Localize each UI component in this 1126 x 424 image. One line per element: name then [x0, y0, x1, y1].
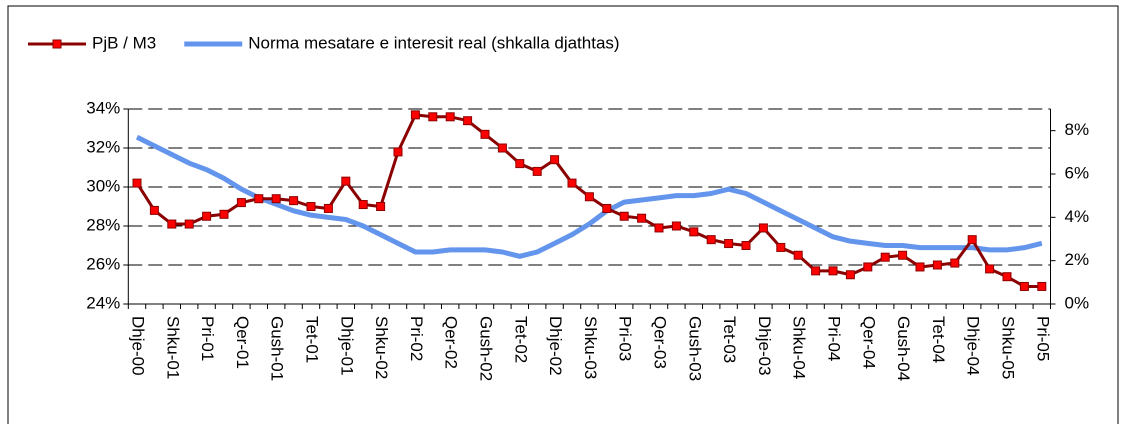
- series-line: [135, 134, 1043, 259]
- marker: [915, 262, 925, 272]
- x-tick-label: Qer-01: [233, 316, 252, 369]
- marker: [637, 213, 647, 223]
- marker: [167, 219, 177, 229]
- x-tick-label: Gush-01: [268, 316, 287, 381]
- x-tick-label: Shku-02: [372, 316, 391, 379]
- marker: [236, 198, 246, 208]
- marker: [428, 112, 438, 122]
- marker: [758, 223, 768, 233]
- y-tick-label: 24%: [86, 293, 120, 312]
- marker: [410, 110, 420, 120]
- marker: [202, 211, 212, 221]
- marker: [132, 178, 142, 188]
- marker: [497, 143, 507, 153]
- chart-frame: [7, 5, 1119, 424]
- marker: [254, 194, 264, 204]
- marker: [445, 112, 455, 122]
- marker: [289, 196, 299, 206]
- x-tick-label: Dhje-01: [337, 316, 356, 376]
- y-tick-label: 32%: [86, 137, 120, 156]
- x-tick-label: Pri-05: [1033, 316, 1052, 361]
- marker: [619, 211, 629, 221]
- marker: [845, 270, 855, 280]
- legend-label: Norma mesatare e interesit real (shkalla…: [248, 33, 619, 52]
- marker: [584, 192, 594, 202]
- marker: [463, 116, 473, 126]
- x-tick-label: Qer-02: [442, 316, 461, 369]
- marker: [515, 159, 525, 169]
- x-tick-label: Shku-01: [163, 316, 182, 379]
- marker: [724, 239, 734, 249]
- y2-tick-label: 6%: [1065, 163, 1090, 182]
- marker: [689, 227, 699, 237]
- x-tick-label: Tet-01: [303, 316, 322, 363]
- x-tick-label: Dhje-04: [964, 316, 983, 376]
- x-tick-label: Dhje-02: [546, 316, 565, 376]
- marker: [654, 223, 664, 233]
- x-tick-label: Dhje-03: [755, 316, 774, 376]
- y-tick-label: 34%: [86, 98, 120, 117]
- marker: [898, 250, 908, 260]
- marker: [358, 200, 368, 210]
- legend-label: PjB / M3: [92, 33, 156, 52]
- x-tick-label: Gush-04: [894, 316, 913, 381]
- x-tick-label: Dhje-00: [129, 316, 148, 376]
- marker: [671, 221, 681, 231]
- marker: [828, 266, 838, 276]
- marker: [1037, 281, 1047, 291]
- y2-tick-label: 0%: [1065, 293, 1090, 312]
- y-tick-label: 26%: [86, 254, 120, 273]
- marker: [985, 264, 995, 274]
- marker: [532, 166, 542, 176]
- marker: [323, 203, 333, 213]
- marker: [706, 235, 716, 245]
- marker: [811, 266, 821, 276]
- marker: [376, 202, 386, 211]
- x-tick-label: Shku-05: [999, 316, 1018, 379]
- y-tick-label: 28%: [86, 215, 120, 234]
- marker: [602, 203, 612, 213]
- marker: [863, 262, 873, 272]
- x-tick-label: Gush-02: [477, 316, 496, 381]
- marker: [271, 194, 281, 204]
- marker: [480, 129, 490, 139]
- x-tick-label: Tet-02: [511, 316, 530, 363]
- y2-tick-label: 4%: [1065, 207, 1090, 226]
- y2-tick-label: 2%: [1065, 250, 1090, 269]
- marker: [741, 241, 751, 250]
- x-tick-label: Pri-03: [616, 316, 635, 361]
- x-tick-label: Pri-01: [198, 316, 217, 361]
- x-tick-label: Shku-03: [581, 316, 600, 379]
- x-tick-label: Pri-04: [825, 316, 844, 361]
- marker: [184, 219, 194, 229]
- x-tick-label: Tet-03: [720, 316, 739, 363]
- x-tick-label: Gush-03: [685, 316, 704, 381]
- marker: [567, 178, 577, 188]
- marker: [776, 242, 786, 252]
- marker: [880, 252, 890, 262]
- legend-marker: [52, 39, 62, 49]
- x-tick-label: Shku-04: [790, 316, 809, 379]
- y-tick-label: 30%: [86, 176, 120, 195]
- y2-tick-label: 8%: [1065, 120, 1090, 139]
- marker: [550, 155, 560, 165]
- marker: [149, 205, 159, 215]
- marker: [341, 176, 351, 186]
- marker: [932, 260, 942, 270]
- x-tick-label: Qer-03: [651, 316, 670, 369]
- marker: [1019, 281, 1029, 291]
- marker: [1002, 272, 1012, 282]
- marker: [393, 147, 403, 157]
- x-tick-label: Pri-02: [407, 316, 426, 361]
- marker: [967, 235, 977, 245]
- marker: [793, 250, 803, 260]
- marker: [219, 209, 229, 219]
- x-tick-label: Tet-04: [929, 316, 948, 363]
- x-tick-label: Qer-04: [859, 316, 878, 369]
- marker: [306, 202, 316, 211]
- marker: [950, 258, 960, 268]
